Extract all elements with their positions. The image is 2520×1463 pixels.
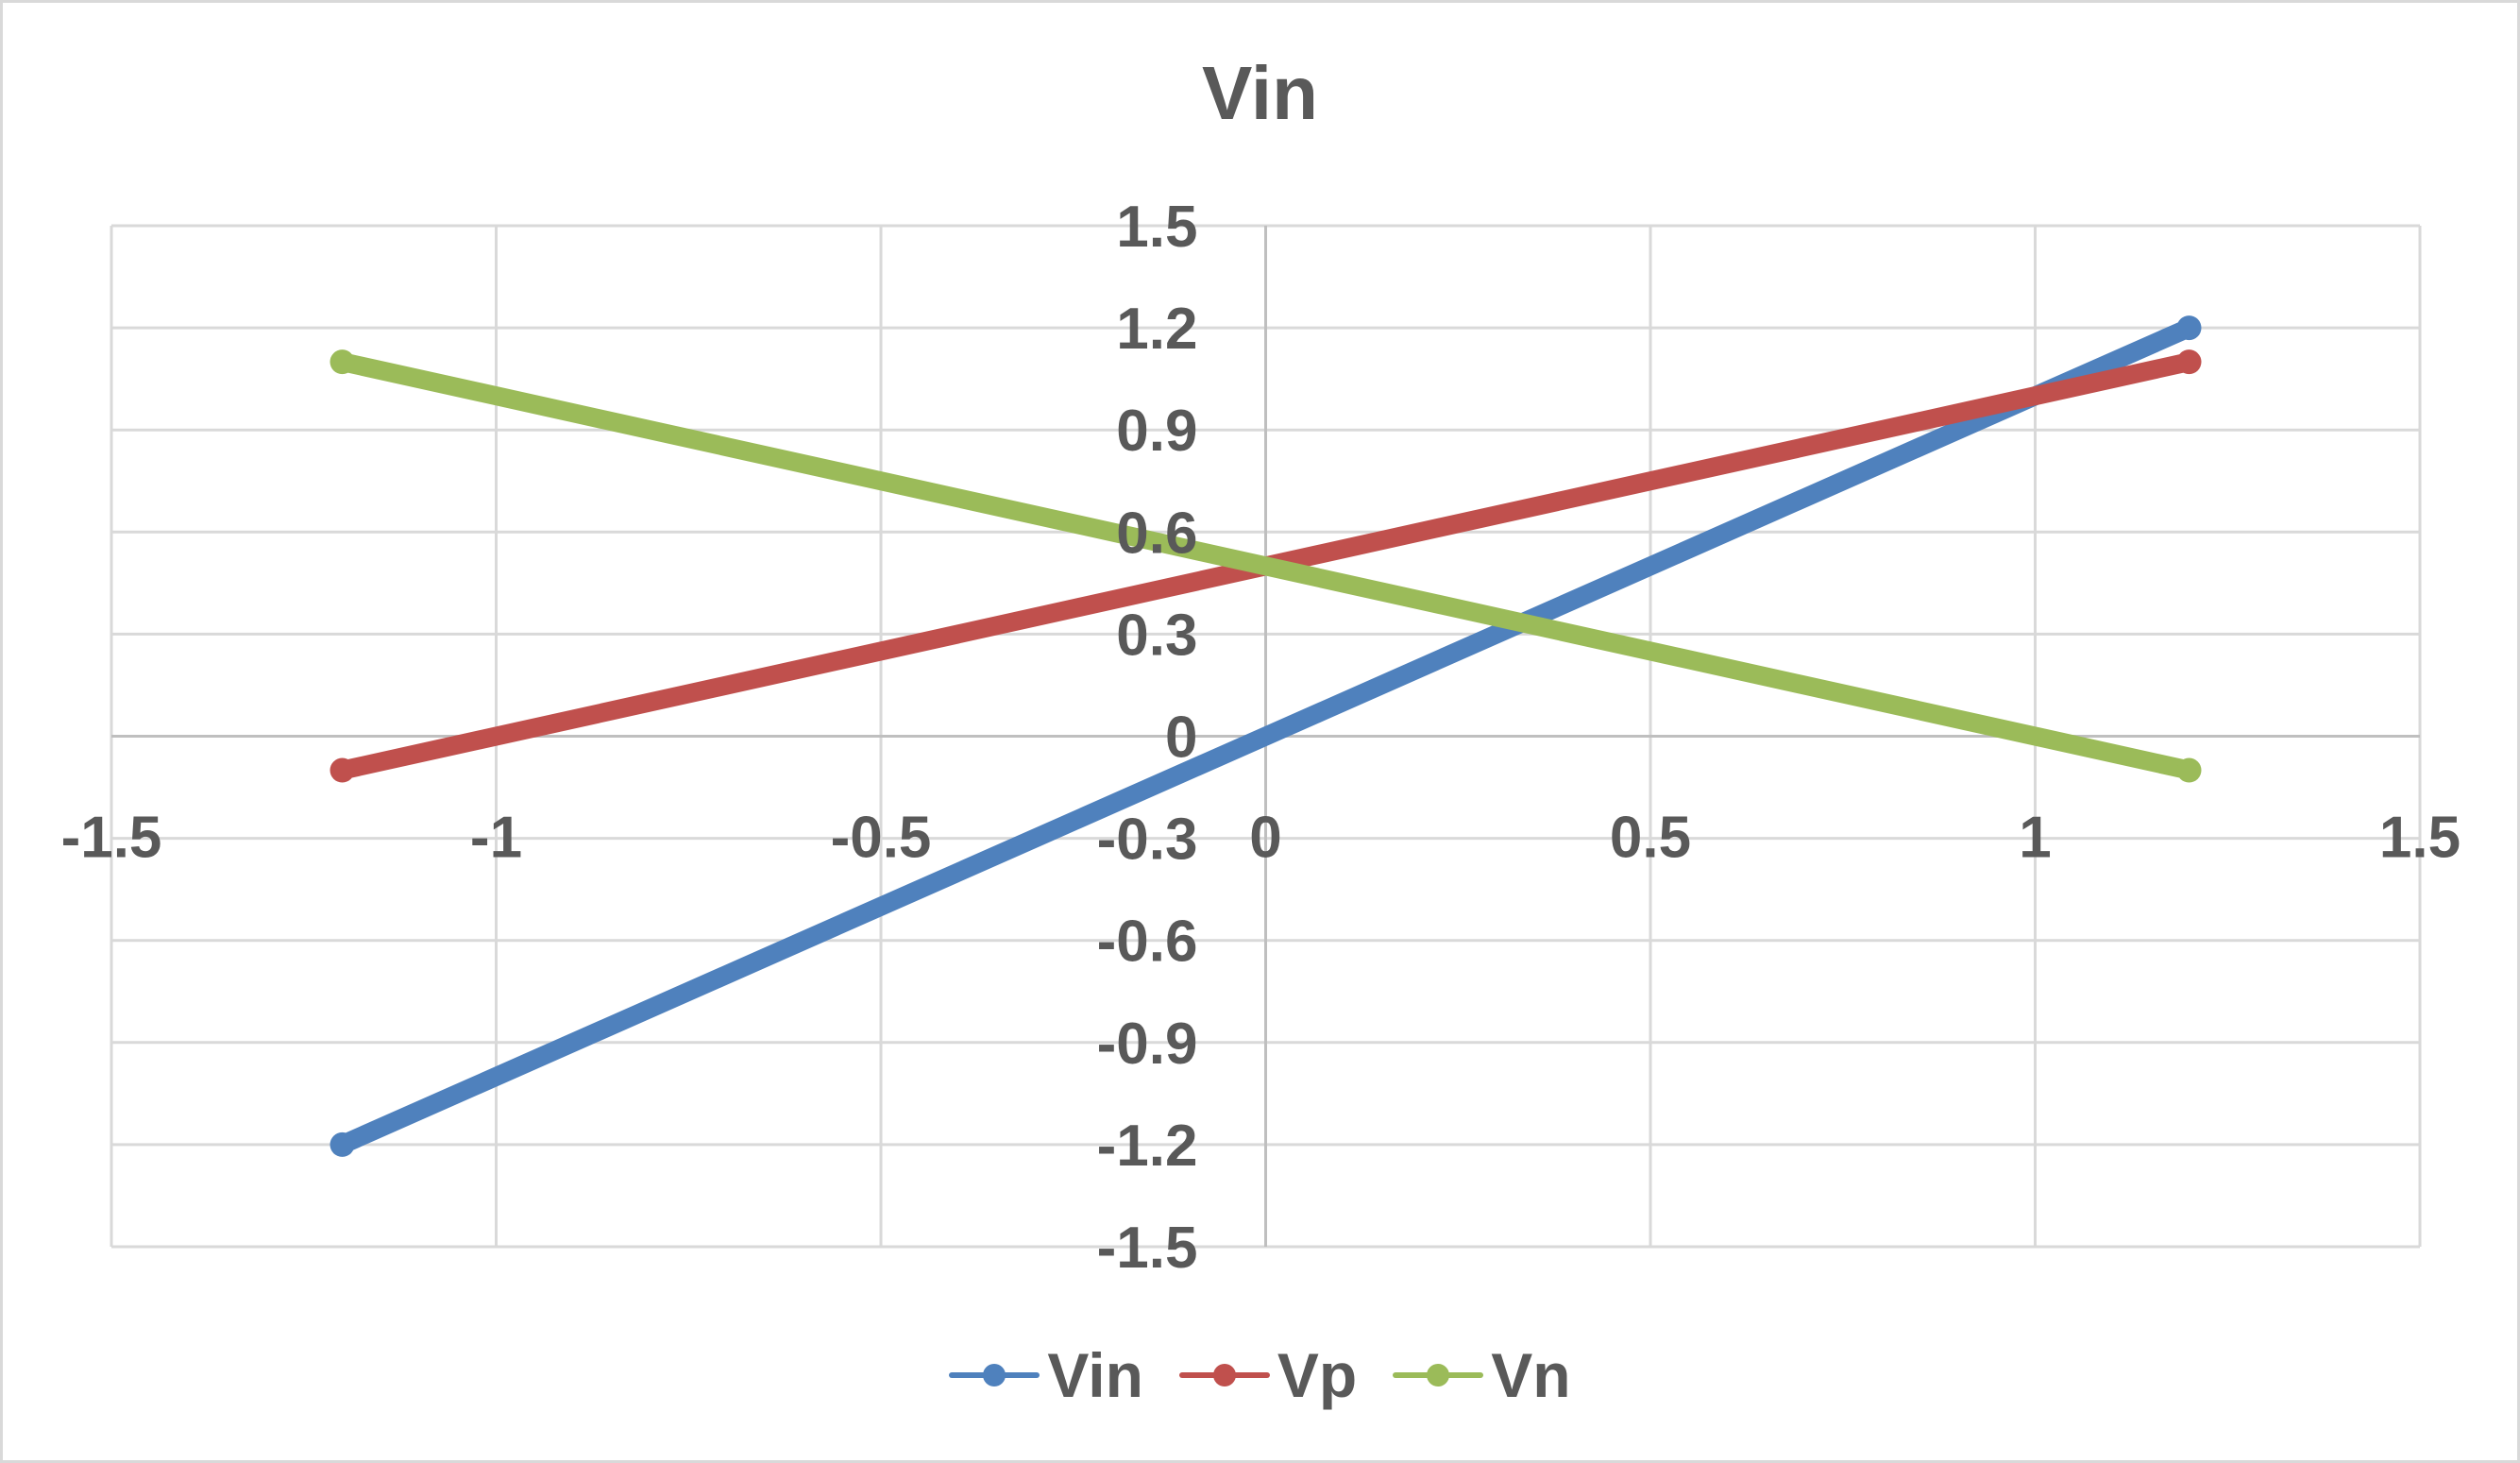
x-tick-label: -1.5	[61, 806, 162, 871]
legend-swatch	[1393, 1364, 1484, 1386]
legend-label: Vin	[1047, 1340, 1143, 1410]
legend-item-vp: Vp	[1178, 1340, 1358, 1410]
x-tick-label: 1	[2019, 806, 2051, 871]
x-tick-label: 1.5	[2379, 806, 2461, 871]
data-point-vin	[2176, 315, 2202, 341]
legend-label: Vn	[1491, 1340, 1571, 1410]
legend-swatch	[949, 1364, 1040, 1386]
y-tick-label: 1.5	[1116, 195, 1197, 260]
x-tick-label: 0	[1249, 806, 1281, 871]
data-point-vp	[2176, 349, 2202, 375]
y-tick-label: 0	[1165, 706, 1197, 771]
y-tick-label: -0.6	[1097, 910, 1198, 975]
y-tick-label: -1.5	[1097, 1216, 1198, 1281]
legend: Vin Vp Vn	[3, 1344, 2517, 1406]
y-tick-label: 0.3	[1116, 603, 1197, 668]
data-point-vn	[330, 349, 355, 375]
series-line-vn	[332, 352, 2199, 780]
legend-item-vn: Vn	[1393, 1340, 1571, 1410]
series-line-vin	[332, 318, 2199, 1154]
y-tick-label: -1.2	[1097, 1114, 1198, 1179]
legend-item-vin: Vin	[949, 1340, 1143, 1410]
legend-swatch	[1178, 1364, 1270, 1386]
y-tick-label: -0.3	[1097, 808, 1198, 873]
x-tick-label: 0.5	[1610, 806, 1691, 871]
y-tick-label: 0.9	[1116, 399, 1197, 464]
data-point-vin	[330, 1131, 355, 1157]
y-tick-label: 1.2	[1116, 297, 1197, 362]
x-tick-label: -1	[470, 806, 522, 871]
data-point-vp	[330, 757, 355, 783]
chart-title: Vin	[1201, 51, 1318, 135]
data-point-vn	[2176, 757, 2202, 783]
y-tick-label: -0.9	[1097, 1012, 1198, 1077]
y-tick-label: 0.6	[1116, 501, 1197, 566]
legend-label: Vp	[1277, 1340, 1358, 1410]
x-tick-label: -0.5	[831, 806, 932, 871]
plot-area: 1.5 1.2 0.9 0.6 0.3 0 -0.3 -0.6 -0.9 -1.2 -1.5 -1.5…	[61, 195, 2461, 1281]
